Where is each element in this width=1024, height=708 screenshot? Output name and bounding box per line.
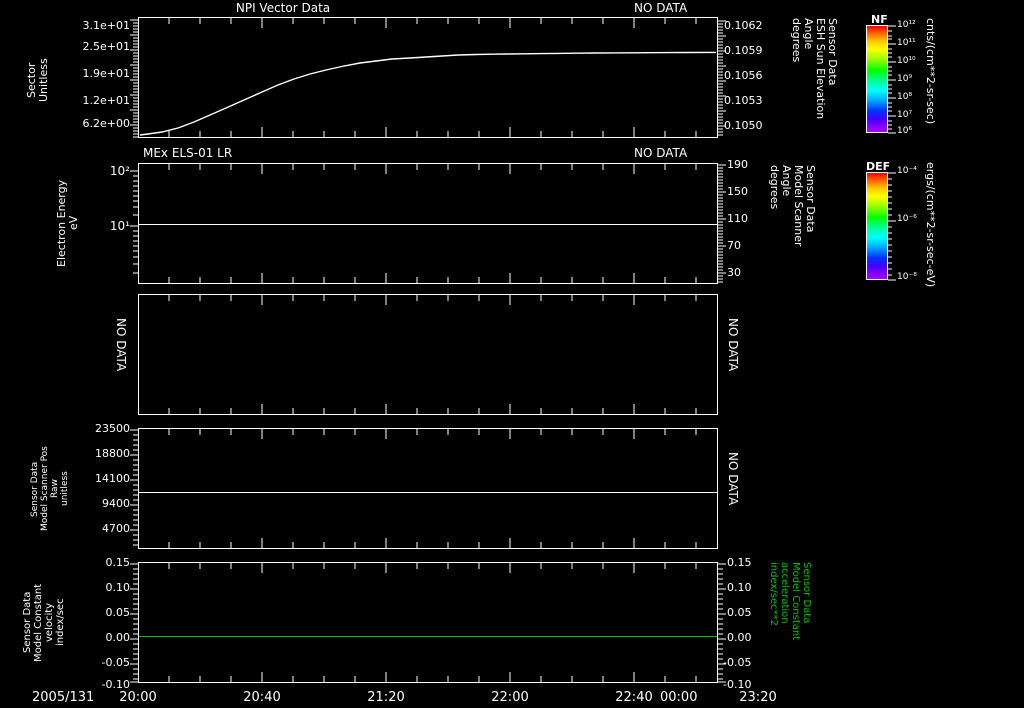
panel-1-right-tick-1: 0.1059 (724, 44, 763, 57)
colorbar-2-unit-label: ergs/(cm**2-sr-sec-eV) (924, 162, 937, 288)
panel-5-left-axis-label: Sensor Data Model Constant velocity inde… (22, 583, 66, 662)
panel-2-left-ruler (130, 170, 138, 274)
panel-5-right-tick-3: 0.00 (727, 631, 752, 644)
panel-4-left-tick-2: 14100 (95, 472, 130, 485)
colorbar-1-title: NF (871, 13, 888, 26)
panel-5-left-ruler (130, 563, 138, 683)
colorbar-2-tick-2: 10⁻⁸ (897, 272, 917, 282)
colorbar-1-ruler (888, 25, 896, 134)
panel-4-plot-area (138, 428, 718, 549)
panel-1-status: NO DATA (634, 1, 688, 15)
panel-1-data-curve (139, 51, 716, 136)
colorbar-2-tick-0: 10⁻⁴ (897, 166, 917, 176)
panel-2-left-tick-1: 10¹ (109, 219, 130, 233)
panel-1-left-tick-1: 2.5e+01 (82, 40, 130, 53)
panel-5-data-line (139, 636, 717, 637)
panel-4-left-axis-label: Sensor Data Model Scanner Pos Raw unitle… (30, 446, 70, 532)
panel-1-left-tick-3: 1.2e+01 (82, 94, 130, 107)
colorbar-1-tick-2: 10¹⁰ (897, 56, 916, 66)
panel-3-xticks (168, 294, 697, 415)
panel-4-left-tick-3: 9400 (102, 497, 130, 510)
time-axis-date: 2005/131 (32, 690, 95, 705)
panel-3-right-status: NO DATA (726, 318, 740, 372)
time-tick-2: 21:20 (367, 690, 405, 705)
panel-2-right-ruler (718, 164, 726, 283)
colorbar-1-unit-label: cnts/(cm**2-sr-sec) (924, 18, 937, 125)
colorbar-2 (866, 172, 888, 280)
panel-1-right-ruler (718, 20, 726, 136)
panel-1-right-axis-label: Sensor Data ESH Sun Elevation Angle degr… (790, 18, 839, 120)
panel-5-right-tick-5: -0.10 (723, 678, 752, 691)
colorbar-1-tick-0: 10¹² (897, 20, 916, 30)
panel-2-xticks (168, 163, 697, 284)
panel-4-left-tick-0: 23500 (95, 422, 130, 435)
colorbar-2-gradient (867, 173, 887, 279)
panel-1-left-ruler (130, 19, 138, 138)
panel-1-left-tick-2: 1.9e+01 (82, 67, 130, 80)
panel-5-right-tick-2: 0.05 (727, 606, 752, 619)
time-tick-3: 22:00 (491, 690, 529, 705)
panel-3-left-status: NO DATA (114, 318, 128, 372)
panel-2-left-axis-label: Electron Energy eV (55, 179, 80, 267)
panel-5-xticks (168, 562, 697, 683)
panel-1-title: NPI Vector Data (235, 1, 331, 15)
panel-5-right-tick-4: -0.05 (723, 656, 752, 669)
time-tick-4: 22:40 (615, 690, 653, 705)
panel-2-plot-area (138, 163, 718, 284)
panel-5-right-ruler (718, 563, 726, 683)
time-tick-last: 00:00 (660, 690, 698, 705)
panel-4-right-status: NO DATA (726, 452, 740, 506)
time-tick-1: 20:40 (243, 690, 281, 705)
colorbar-2-ruler (888, 172, 896, 281)
panel-5-left-tick-5: -0.10 (101, 678, 130, 691)
colorbar-2-tick-1: 10⁻⁶ (897, 214, 917, 224)
panel-1-right-tick-4: 0.1050 (724, 119, 763, 132)
panel-1-right-tick-3: 0.1053 (724, 94, 763, 107)
colorbar-1-tick-3: 10⁹ (897, 74, 913, 84)
panel-5-left-tick-3: 0.00 (105, 631, 131, 644)
panel-4-xticks (168, 428, 697, 549)
panel-5-left-tick-1: 0.10 (105, 581, 131, 594)
colorbar-1-tick-1: 10¹¹ (897, 38, 916, 48)
panel-1-left-tick-0: 3.1e+01 (82, 19, 130, 32)
panel-4-left-tick-4: 4700 (102, 522, 130, 535)
panel-5-right-axis-label: Sensor Data Model Constant acceleration … (768, 562, 812, 641)
panel-5-right-tick-0: 0.15 (727, 556, 752, 569)
panel-2-right-axis-label: Sensor Data Model Scanner Angle degrees (768, 165, 817, 247)
panel-2-left-tick-0: 10² (109, 164, 130, 178)
panel-1-xticks (168, 17, 697, 138)
panel-5-left-tick-0: 0.15 (105, 556, 131, 569)
panel-2-right-tick-2: 110 (727, 212, 748, 225)
panel-5-left-tick-2: 0.05 (105, 606, 131, 619)
panel-2-right-tick-1: 150 (727, 185, 748, 198)
panel-2-right-tick-4: 30 (727, 266, 741, 279)
colorbar-1-tick-6: 10⁶ (897, 126, 913, 136)
panel-4-left-ruler (130, 429, 138, 546)
colorbar-1-tick-5: 10⁷ (897, 110, 913, 120)
panel-1-left-tick-4: 6.2e+00 (82, 117, 130, 130)
panel-5-right-tick-1: 0.10 (727, 581, 752, 594)
panel-1-right-tick-2: 0.1056 (724, 69, 763, 82)
panel-1-left-axis-label: Sector Unitless (25, 58, 50, 102)
panel-5-left-tick-4: -0.05 (101, 656, 130, 669)
panel-2-right-tick-3: 70 (727, 239, 741, 252)
colorbar-1 (866, 25, 888, 133)
panel-2-data-line (139, 224, 717, 225)
panel-4-data-line (139, 492, 717, 493)
panel-2-status: NO DATA (634, 146, 688, 160)
panel-3-plot-area (138, 294, 718, 415)
panel-4-left-tick-1: 18800 (95, 447, 130, 460)
time-tick-0: 20:00 (119, 690, 157, 705)
panel-5-plot-area (138, 562, 718, 683)
panel-1-plot-area (138, 17, 718, 138)
colorbar-1-gradient (867, 26, 887, 132)
panel-1-right-tick-0: 0.1062 (724, 19, 763, 32)
colorbar-1-tick-4: 10⁸ (897, 92, 913, 102)
colorbar-2-title: DEF (866, 160, 891, 173)
time-tick-5: 23:20 (739, 690, 777, 705)
panel-2-title: MEx ELS-01 LR (143, 146, 233, 160)
panel-2-right-tick-0: 190 (727, 158, 748, 171)
